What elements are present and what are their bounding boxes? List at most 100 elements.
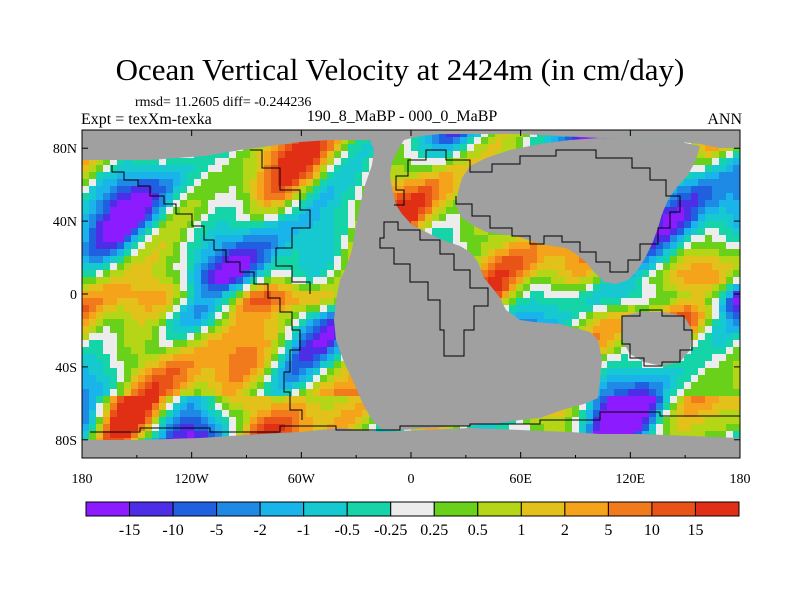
field-cell bbox=[509, 291, 517, 299]
field-cell bbox=[334, 186, 342, 194]
field-cell bbox=[222, 333, 230, 341]
field-cell bbox=[726, 172, 734, 180]
field-cell bbox=[649, 291, 657, 299]
field-cell bbox=[313, 221, 321, 229]
field-cell bbox=[537, 256, 545, 264]
field-cell bbox=[341, 200, 349, 208]
field-cell bbox=[698, 382, 706, 390]
field-cell bbox=[243, 424, 251, 432]
field-cell bbox=[82, 298, 90, 306]
field-cell bbox=[502, 263, 510, 271]
field-cell bbox=[201, 158, 209, 166]
field-cell bbox=[670, 249, 678, 257]
field-cell bbox=[635, 403, 643, 411]
field-cell bbox=[82, 368, 90, 376]
field-cell bbox=[229, 291, 237, 299]
field-cell bbox=[684, 312, 692, 320]
coastline-australia bbox=[621, 309, 693, 367]
field-cell bbox=[719, 340, 727, 348]
field-cell bbox=[411, 193, 419, 201]
field-cell bbox=[194, 410, 202, 418]
field-cell bbox=[159, 340, 167, 348]
field-cell bbox=[215, 214, 223, 222]
field-cell bbox=[341, 263, 349, 271]
field-cell bbox=[180, 298, 188, 306]
field-cell bbox=[509, 249, 517, 257]
field-cell bbox=[89, 179, 97, 187]
field-cell bbox=[208, 312, 216, 320]
field-cell bbox=[565, 284, 573, 292]
field-cell bbox=[201, 340, 209, 348]
field-cell bbox=[110, 277, 118, 285]
field-cell bbox=[82, 172, 90, 180]
field-cell bbox=[432, 186, 440, 194]
field-cell bbox=[719, 228, 727, 236]
field-cell bbox=[236, 382, 244, 390]
field-cell bbox=[327, 389, 335, 397]
field-cell bbox=[726, 298, 734, 306]
field-cell bbox=[292, 235, 300, 243]
field-cell bbox=[733, 270, 740, 278]
field-cell bbox=[663, 200, 671, 208]
field-cell bbox=[306, 179, 314, 187]
field-cell bbox=[509, 284, 517, 292]
field-cell bbox=[348, 179, 356, 187]
field-cell bbox=[453, 214, 461, 222]
field-cell bbox=[292, 389, 300, 397]
field-cell bbox=[180, 431, 188, 439]
y-tick-label: 40N bbox=[53, 215, 77, 230]
field-cell bbox=[698, 431, 706, 439]
field-cell bbox=[159, 319, 167, 327]
field-cell bbox=[586, 326, 594, 334]
field-cell bbox=[684, 179, 692, 187]
field-cell bbox=[607, 312, 615, 320]
coastlines bbox=[90, 149, 740, 433]
field-cell bbox=[698, 186, 706, 194]
field-cell bbox=[243, 396, 251, 404]
field-cell bbox=[103, 361, 111, 369]
field-cell bbox=[117, 291, 125, 299]
field-cell bbox=[229, 298, 237, 306]
field-cell bbox=[208, 207, 216, 215]
field-cell bbox=[460, 228, 468, 236]
field-cell bbox=[670, 284, 678, 292]
field-cell bbox=[502, 298, 510, 306]
field-cell bbox=[313, 298, 321, 306]
field-cell bbox=[509, 270, 517, 278]
field-cell bbox=[152, 354, 160, 362]
field-cell bbox=[523, 298, 531, 306]
field-cell bbox=[467, 221, 475, 229]
field-cell bbox=[243, 214, 251, 222]
field-cell bbox=[215, 235, 223, 243]
field-cell bbox=[180, 242, 188, 250]
field-cell bbox=[117, 172, 125, 180]
field-cell bbox=[320, 326, 328, 334]
field-cell bbox=[726, 249, 734, 257]
field-cell bbox=[166, 193, 174, 201]
field-cell bbox=[327, 221, 335, 229]
field-cell bbox=[89, 228, 97, 236]
field-cell bbox=[103, 424, 111, 432]
colorbar-label: -1 bbox=[297, 522, 310, 539]
field-cell bbox=[418, 137, 426, 145]
field-cell bbox=[551, 312, 559, 320]
field-cell bbox=[628, 368, 636, 376]
field-cell bbox=[425, 186, 433, 194]
field-cell bbox=[152, 214, 160, 222]
field-cell bbox=[236, 193, 244, 201]
field-cell bbox=[691, 340, 699, 348]
field-cell bbox=[278, 319, 286, 327]
field-cell bbox=[565, 256, 573, 264]
field-cell bbox=[705, 228, 713, 236]
field-cell bbox=[145, 214, 153, 222]
field-cell bbox=[110, 165, 118, 173]
field-cell bbox=[691, 375, 699, 383]
field-cell bbox=[201, 256, 209, 264]
field-cell bbox=[628, 298, 636, 306]
field-cell bbox=[103, 354, 111, 362]
field-cell bbox=[621, 403, 629, 411]
field-cell bbox=[208, 284, 216, 292]
field-cell bbox=[306, 375, 314, 383]
field-cell bbox=[355, 151, 363, 159]
field-cell bbox=[306, 277, 314, 285]
